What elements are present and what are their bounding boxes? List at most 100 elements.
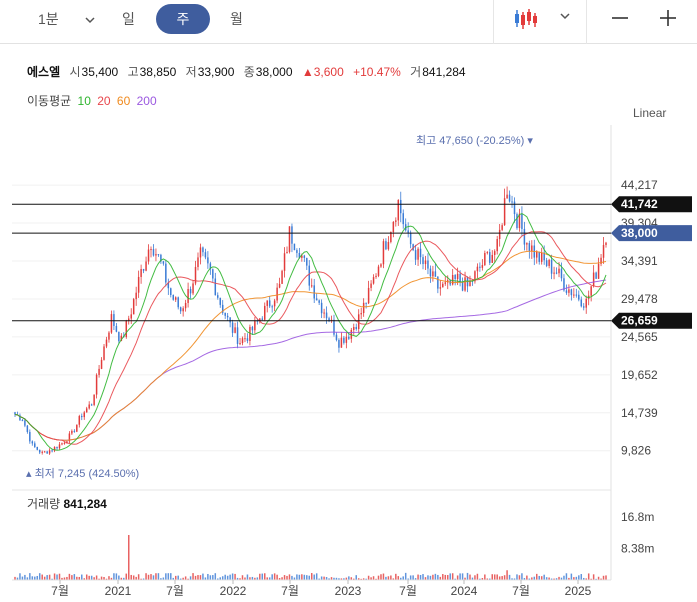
candle-body [234,327,236,333]
candle-body [241,338,244,344]
volume-bar [147,574,150,580]
volume-bar [585,578,587,580]
candle-body [501,225,503,230]
candle-body [397,199,400,221]
candle-body [264,305,266,320]
volume-bar [254,577,256,580]
volume-bar [197,575,199,580]
volume-bar [449,573,451,580]
volume-bar [167,573,170,580]
candle-body [155,254,157,256]
candle-body [548,259,550,266]
price-tick-label: 29,478 [621,292,658,306]
volume-bar [506,570,508,580]
volume-bar [543,574,545,580]
candle-body [249,326,251,341]
volume-panel-label: 거래량 [27,497,61,511]
change-value: 3,600 [313,65,344,79]
volume-bar [98,578,100,580]
lower-level-tag [611,312,692,329]
candle-body [179,307,182,312]
volume-bar [605,575,607,580]
volume-bar [296,574,298,580]
candle-body [283,253,286,271]
volume-bar [85,574,88,580]
ma-60: 60 [116,94,131,108]
volume-bar [90,575,93,580]
candle-body [130,314,132,319]
candle-body [357,314,360,329]
volume-bar [231,573,234,580]
candle-body [377,266,380,276]
current-price-tag [611,225,692,242]
x-tick-label: 7월 [166,584,184,598]
min-price-annotation: ▴ 최저 7,245 (424.50%) [26,467,139,480]
volume-bar [241,575,244,580]
volume-bar [51,578,53,580]
volume-bar [476,573,479,580]
candle-body [132,299,135,315]
scale-toggle[interactable]: Linear [633,106,667,120]
candle-body [231,322,234,333]
candle-body [135,292,137,300]
candle-body [224,312,226,316]
volume-bar [582,577,585,580]
volume-bar [88,575,90,580]
day-button[interactable]: 일 [122,11,135,27]
candle-body [226,315,229,318]
up-arrow-icon: ▲ [301,65,314,79]
chart-type-button[interactable] [510,0,580,38]
candle-body [496,239,498,252]
volume-bar [217,578,219,580]
volume-bar [387,576,390,580]
volume-bar [600,578,602,580]
candle-body [538,251,540,262]
volume-bar [68,573,71,580]
volume-bar [142,578,145,580]
candle-body [286,251,288,254]
volume-bar [71,575,73,580]
volume-bar [400,577,402,580]
month-button[interactable]: 월 [230,11,243,27]
candle-body [268,300,271,307]
volume-bar [429,575,432,580]
minus-icon [612,17,628,19]
volume-bar [587,573,590,580]
volume-bar [165,573,167,580]
candle-body [251,326,254,331]
volume-bar [207,573,209,580]
candle-body [16,414,19,416]
volume-value: 841,284 [422,65,466,79]
ma-200: 200 [136,94,157,108]
volume-bar [328,578,330,580]
volume-bar [365,578,367,580]
candle-body [469,280,471,287]
volume-bar [221,576,224,580]
volume-bar [451,573,454,580]
chevron-down-icon [85,17,95,24]
candle-body [362,302,365,314]
moving-average-legend[interactable]: 이동평균 10 20 60 200 [27,92,160,109]
week-button[interactable]: 주 [156,4,210,34]
volume-bar [249,577,251,580]
zoom-in-button[interactable] [658,0,682,38]
candle-body [498,229,501,240]
volume-bar [58,573,61,580]
volume-bar [315,573,318,580]
interval-1min-button[interactable]: 1분 [38,0,95,38]
volume-bar [560,577,563,580]
volume-bar [392,578,395,580]
volume-bar [19,573,21,580]
candle-body [88,404,90,409]
candle-body [518,213,521,229]
candle-body [66,441,68,443]
candle-body [320,302,323,314]
volume-bar [380,574,382,580]
candle-body [140,269,142,277]
volume-bar [31,576,34,580]
zoom-out-button[interactable] [610,0,634,38]
candle-body [43,451,46,453]
candle-body [563,278,565,291]
volume-bar [397,576,400,580]
volume-bar [573,577,575,580]
